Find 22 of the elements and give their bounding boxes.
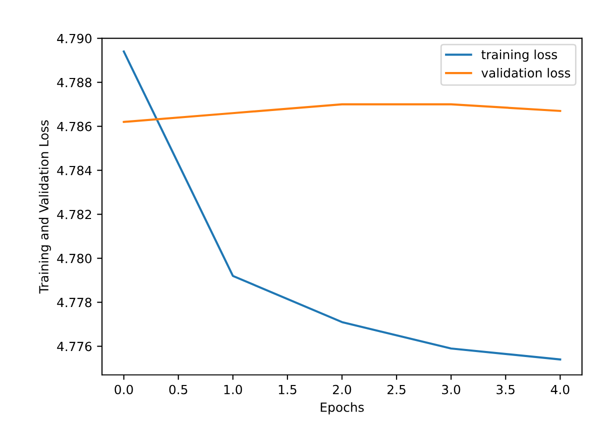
- line-series: [122, 103, 562, 123]
- x-tick-label: 0.0: [114, 384, 133, 394]
- x-tick-label: 2.0: [332, 384, 352, 394]
- legend-label: training loss: [481, 50, 558, 62]
- y-tick-label: 4.782: [57, 210, 92, 220]
- y-tick-label: 4.780: [57, 254, 92, 264]
- y-tick-label: 4.776: [57, 342, 92, 352]
- y-axis-title: Training and Validation Loss: [38, 120, 51, 294]
- x-tick-label: 3.0: [442, 384, 460, 394]
- y-tick-label: 4.778: [57, 298, 92, 308]
- x-tick-label: 4.0: [550, 384, 570, 394]
- y-tick-label: 4.790: [57, 34, 92, 44]
- x-tick-label: 0.5: [169, 384, 188, 394]
- y-tick-label: 4.788: [57, 78, 92, 88]
- legend-label: validation loss: [481, 68, 570, 78]
- x-tick-label: 1.0: [224, 384, 242, 394]
- y-tick-label: 4.784: [57, 166, 92, 176]
- x-tick-label: 1.5: [278, 384, 296, 394]
- x-axis-title: Epochs: [320, 402, 364, 414]
- x-tick-label: 2.5: [388, 384, 406, 394]
- y-tick-label: 4.786: [57, 122, 92, 132]
- x-tick-label: 3.5: [496, 384, 514, 394]
